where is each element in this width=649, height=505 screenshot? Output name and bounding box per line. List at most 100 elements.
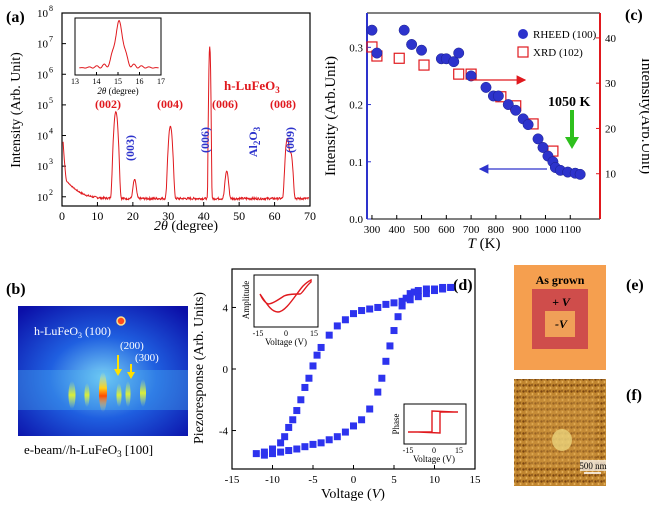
c-xtick-label: 500 bbox=[413, 224, 430, 236]
peak-label-008: (008) bbox=[270, 97, 296, 111]
a-ytick-label: 10 bbox=[37, 69, 49, 81]
piezoresponse-point bbox=[309, 362, 317, 370]
c-ytick-right-label: 30 bbox=[605, 78, 617, 90]
panel-d-xlabel: Voltage (V) bbox=[321, 487, 385, 502]
a-ytick-label: 10 bbox=[37, 192, 49, 204]
c-ytick-right-label: 20 bbox=[605, 123, 617, 135]
c-xtick-label: 400 bbox=[388, 224, 405, 236]
piezoresponse-point bbox=[382, 300, 390, 308]
panel-c-label: (c) bbox=[625, 7, 643, 24]
arrow-200-head bbox=[114, 369, 122, 376]
piezoresponse-point bbox=[447, 283, 455, 291]
rheed-streak-central bbox=[99, 372, 107, 412]
piezoresponse-point bbox=[309, 440, 317, 448]
peak-label-002: (002) bbox=[95, 97, 121, 111]
peak-label-004: (004) bbox=[157, 97, 183, 111]
a-ytick-label: 10 bbox=[37, 161, 49, 173]
piezoresponse-point bbox=[269, 445, 276, 453]
d-xtick-label: 10 bbox=[429, 474, 441, 486]
piezoresponse-point bbox=[382, 357, 390, 365]
panel-a-ylabel: Intensity (Arb. Unit) bbox=[9, 52, 24, 168]
piezoresponse-point bbox=[293, 407, 301, 415]
scale-bar-label: 500 nm bbox=[579, 461, 606, 471]
panel-c: (c) 300 400 500 600 700 800 900 1000 1100 0.0 0.1 0… bbox=[323, 7, 649, 252]
inset-amplitude-tick: -15 bbox=[253, 329, 264, 338]
c-xtick-label: 800 bbox=[488, 224, 505, 236]
piezoresponse-point bbox=[358, 416, 366, 424]
rheed-point bbox=[465, 70, 477, 82]
piezoresponse-point bbox=[410, 288, 418, 296]
inset-xtick-label: 13 bbox=[71, 77, 79, 86]
piezoresponse-point bbox=[297, 396, 305, 404]
piezoresponse-point bbox=[313, 351, 321, 359]
panel-c-axis-ticks: 300 400 500 600 700 800 900 1000 1100 0.0 0.1 0.2 0.… bbox=[349, 33, 616, 236]
piezoresponse-point bbox=[325, 436, 333, 444]
inset-phase-xlabel: Voltage (V) bbox=[413, 454, 455, 464]
a-ytick-exponent: 5 bbox=[49, 96, 53, 105]
c-xtick-label: 900 bbox=[512, 224, 529, 236]
inset-xtick-label: 14 bbox=[93, 77, 101, 86]
piezoresponse-point bbox=[394, 313, 402, 321]
inset-phase-frame bbox=[403, 403, 467, 445]
rheed-point bbox=[453, 47, 465, 59]
panel-c-markers bbox=[366, 24, 586, 180]
piezoresponse-point bbox=[317, 439, 325, 447]
scale-bar-bg bbox=[580, 460, 606, 471]
xrd-point bbox=[418, 59, 430, 71]
inset-xlabel: 2θ (degree) bbox=[97, 86, 138, 96]
rheed-streak bbox=[84, 383, 90, 407]
legend-rheed: RHEED (100) bbox=[533, 29, 597, 41]
panel-d: (d) -15 -10 -5 0 5 10 15 -4 0 4 Piezoresponse (Ar… bbox=[192, 268, 481, 502]
rheed-point bbox=[502, 99, 514, 111]
piezoresponse-point bbox=[269, 450, 276, 458]
inset-amplitude-tick: 15 bbox=[310, 329, 318, 338]
piezoresponse-point bbox=[406, 290, 414, 298]
piezoresponse-point bbox=[422, 285, 430, 293]
piezoresponse-point bbox=[431, 287, 438, 295]
panel-e: (e) As grown + V -V bbox=[514, 265, 644, 370]
c-xtick-label: 700 bbox=[463, 224, 480, 236]
peak-label-006-red: (006) bbox=[212, 97, 238, 111]
transition-temp-annotation: 1050 K bbox=[548, 95, 591, 110]
panel-c-ylabel-right: Intensity(Arb.Unit) bbox=[638, 58, 649, 174]
piezoresponse-point bbox=[366, 405, 374, 413]
streak-label-200: (200) bbox=[120, 340, 144, 352]
d-ytick-label: -4 bbox=[219, 426, 229, 438]
inset-amplitude-ylabel: Amplitude bbox=[241, 281, 251, 320]
c-ytick-left-label: 0.3 bbox=[349, 42, 363, 54]
inset-rocking-line bbox=[79, 19, 159, 69]
piezoresponse-point bbox=[386, 342, 394, 350]
piezoresponse-point bbox=[439, 283, 447, 291]
inset-xtick-label: 16 bbox=[136, 77, 144, 86]
amplitude-loop-line bbox=[259, 278, 312, 313]
piezoresponse-point bbox=[350, 310, 357, 318]
a-ytick-label: 10 bbox=[37, 8, 49, 20]
piezoresponse-point bbox=[260, 448, 268, 456]
panel-b-label: (b) bbox=[6, 281, 26, 298]
piezoresponse-point bbox=[293, 445, 301, 453]
a-xtick-label: 10 bbox=[91, 209, 103, 223]
substrate-label: Al2O3 bbox=[246, 126, 262, 157]
piezoresponse-point bbox=[358, 307, 366, 315]
piezoresponse-point bbox=[341, 316, 349, 324]
piezoresponse-point bbox=[378, 374, 386, 382]
c-ytick-left-label: 0.1 bbox=[349, 157, 363, 169]
piezoresponse-point bbox=[422, 290, 430, 298]
peak-label-009: (009) bbox=[283, 127, 297, 153]
a-xtick-label: 20 bbox=[127, 209, 139, 223]
c-xtick-label: 1100 bbox=[559, 224, 581, 236]
piezoresponse-point bbox=[285, 423, 293, 431]
piezoresponse-point bbox=[333, 433, 341, 441]
panel-c-xlabel: T (K) bbox=[468, 236, 501, 252]
c-ytick-left-label: 0.0 bbox=[349, 214, 363, 226]
c-ytick-right-label: 40 bbox=[605, 33, 617, 45]
piezoresponse-point bbox=[390, 299, 398, 307]
piezoresponse-point bbox=[398, 297, 406, 305]
xrd-pattern-line bbox=[62, 46, 310, 202]
rheed-point bbox=[532, 133, 544, 145]
green-arrow-head bbox=[565, 137, 579, 149]
rheed-point bbox=[398, 24, 410, 36]
inset-amplitude-xlabel: Voltage (V) bbox=[265, 337, 307, 347]
